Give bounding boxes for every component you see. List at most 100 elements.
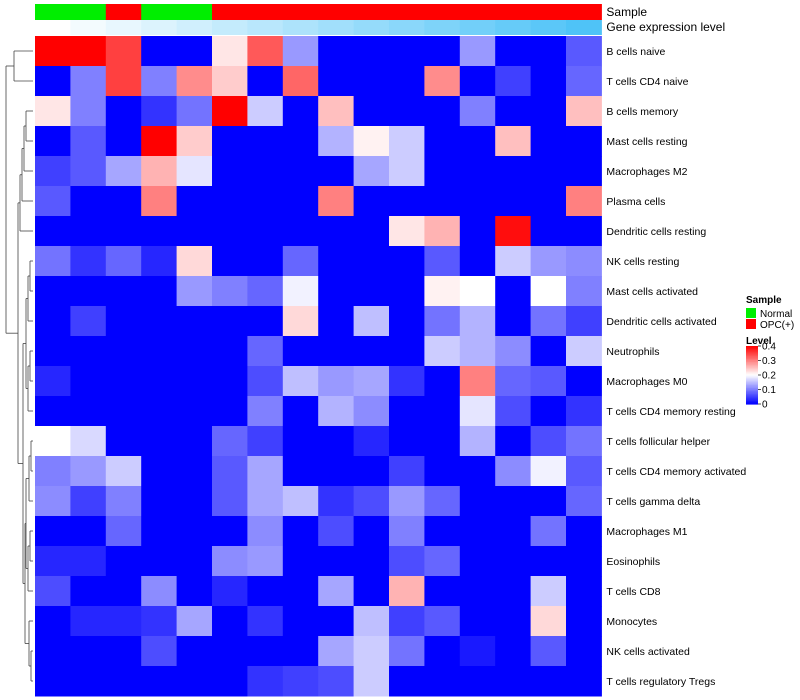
annotation-cell-gene-level <box>282 20 319 35</box>
heatmap-cell <box>247 636 284 667</box>
heatmap-cell <box>141 336 178 367</box>
heatmap-cell <box>247 486 284 517</box>
heatmap-cell <box>247 396 284 427</box>
heatmap-cell <box>176 366 213 397</box>
heatmap-cell <box>70 36 107 67</box>
heatmap-cell <box>495 606 532 637</box>
heatmap-cell <box>105 156 142 187</box>
heatmap-cell <box>176 186 213 217</box>
colorbar-tick-label: 0.3 <box>762 356 776 367</box>
heatmap-cell <box>318 576 355 607</box>
heatmap-cell <box>495 336 532 367</box>
heatmap-cell <box>353 126 390 157</box>
colorbar-segment <box>746 386 758 389</box>
heatmap-cell <box>424 276 461 307</box>
heatmap-cell <box>70 606 107 637</box>
row-label: T cells CD4 memory activated <box>606 466 746 478</box>
row-label: Macrophages M0 <box>606 376 687 388</box>
heatmap-cell <box>35 636 71 667</box>
heatmap-cell <box>35 606 71 637</box>
heatmap-cell <box>105 126 142 157</box>
heatmap-cell <box>247 306 284 337</box>
colorbar-segment <box>746 396 758 399</box>
heatmap-cell <box>282 186 319 217</box>
heatmap-cell <box>212 66 248 97</box>
row-label: Macrophages M1 <box>606 526 687 538</box>
heatmap-cell <box>566 246 602 277</box>
heatmap-cell <box>318 486 355 517</box>
colorbar-segment <box>746 372 758 375</box>
heatmap-cell <box>212 456 248 487</box>
heatmap-cell <box>389 486 425 517</box>
heatmap-cell <box>212 366 248 397</box>
heatmap-cell <box>424 126 461 157</box>
heatmap-cell <box>141 156 178 187</box>
heatmap-cell <box>105 186 142 217</box>
heatmap-cell <box>353 636 390 667</box>
heatmap-cell <box>212 546 248 577</box>
legend-level-title: Level <box>746 336 772 347</box>
heatmap-cell <box>176 246 213 277</box>
colorbar-segment <box>746 354 758 357</box>
heatmap-cell <box>247 66 284 97</box>
heatmap-cell <box>530 186 567 217</box>
heatmap-cell <box>141 36 178 67</box>
heatmap-cell <box>389 216 425 247</box>
heatmap-cell <box>566 606 602 637</box>
heatmap-cell <box>212 96 248 127</box>
heatmap-cell <box>459 516 496 547</box>
heatmap-cell <box>495 306 532 337</box>
colorbar-segment <box>746 364 758 367</box>
heatmap-cell <box>176 216 213 247</box>
row-label: Macrophages M2 <box>606 166 687 178</box>
row-dendrogram <box>5 50 33 682</box>
colorbar-segment <box>746 398 758 401</box>
heatmap-cell <box>212 216 248 247</box>
heatmap-cell <box>424 66 461 97</box>
heatmap-cell <box>353 486 390 517</box>
heatmap-cell <box>495 636 532 667</box>
heatmap-cell <box>176 276 213 307</box>
heatmap-cell <box>495 576 532 607</box>
heatmap-cell <box>212 426 248 457</box>
heatmap-cell <box>212 606 248 637</box>
heatmap-cell <box>424 516 461 547</box>
heatmap-cell <box>424 456 461 487</box>
legend-swatch <box>746 319 756 329</box>
heatmap-cell <box>70 666 107 697</box>
heatmap-cell <box>459 306 496 337</box>
heatmap-cell <box>282 36 319 67</box>
heatmap-cell <box>70 366 107 397</box>
heatmap-cell <box>459 66 496 97</box>
heatmap-cell <box>389 516 425 547</box>
annotation-cell-sample <box>530 4 567 20</box>
heatmap-cell <box>70 576 107 607</box>
heatmap-cell <box>459 336 496 367</box>
colorbar-segment <box>746 351 758 354</box>
heatmap-cell <box>424 96 461 127</box>
heatmap-cell <box>35 306 71 337</box>
heatmap-cell <box>35 186 71 217</box>
heatmap-cell <box>353 96 390 127</box>
annotation-cell-sample <box>459 4 496 20</box>
heatmap-cell <box>566 96 602 127</box>
heatmap-cell <box>176 576 213 607</box>
heatmap-cell <box>70 336 107 367</box>
annotation-cell-sample <box>176 4 213 20</box>
colorbar-segment <box>746 361 758 364</box>
heatmap-cell <box>530 216 567 247</box>
heatmap-cell <box>530 276 567 307</box>
row-label: Mast cells activated <box>606 286 698 298</box>
heatmap-cell <box>530 636 567 667</box>
heatmap-cell <box>282 546 319 577</box>
row-label: T cells regulatory Tregs <box>606 676 715 688</box>
heatmap-cell <box>495 156 532 187</box>
heatmap-cell <box>495 216 532 247</box>
annotation-cell-sample <box>35 4 71 20</box>
heatmap-cell <box>424 666 461 697</box>
heatmap-cell <box>459 426 496 457</box>
legend-swatch <box>746 308 756 318</box>
heatmap-cell <box>212 576 248 607</box>
heatmap-cell <box>212 186 248 217</box>
